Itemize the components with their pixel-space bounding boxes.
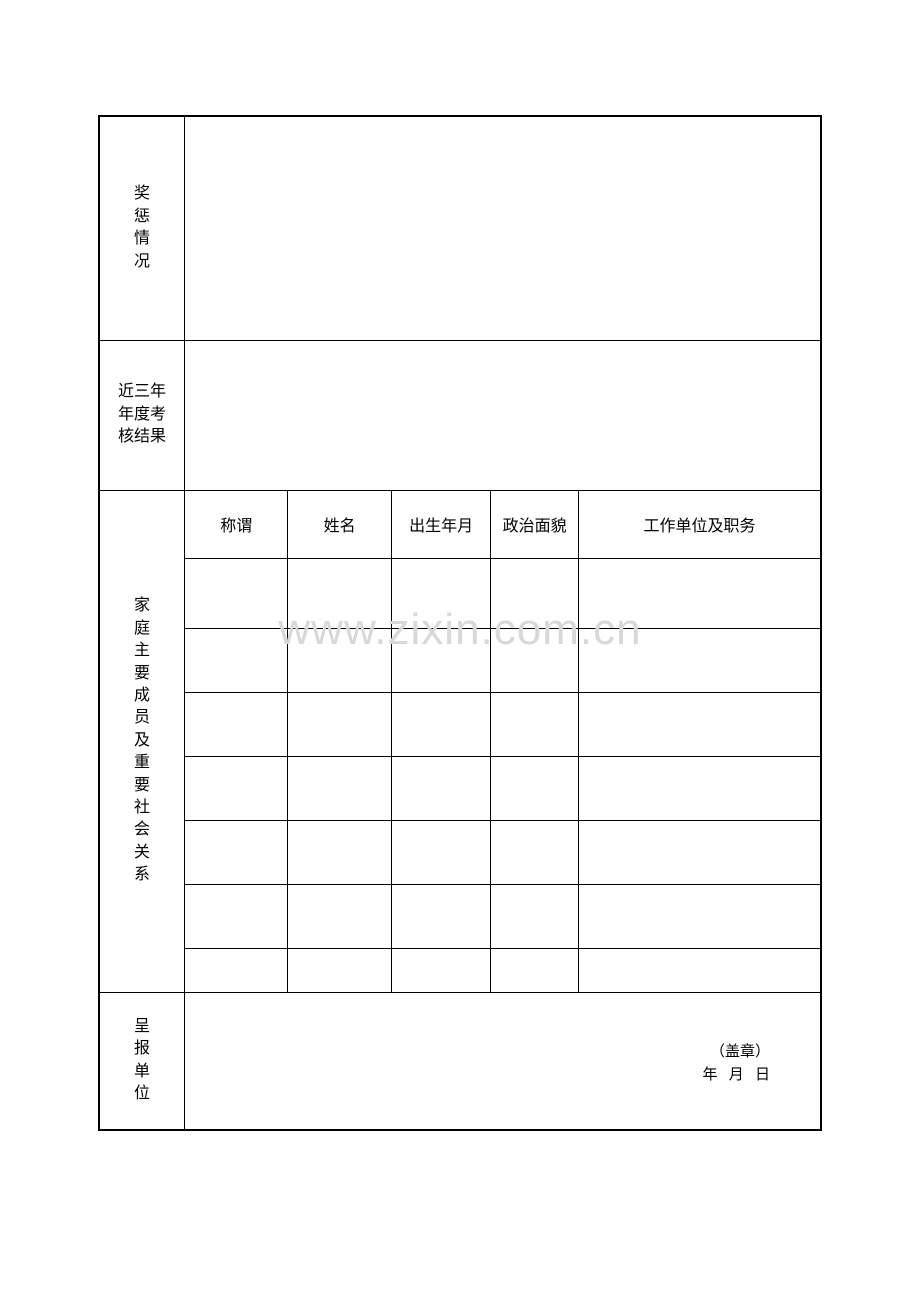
- family-label: 家 庭 主 要 成 员 及 重 要 社 会 关 系: [100, 595, 184, 886]
- cell-politics[interactable]: [491, 948, 579, 992]
- cell-politics[interactable]: [491, 884, 579, 948]
- cell-work[interactable]: [578, 692, 821, 756]
- reporting-inner: （盖章） 年 月 日: [185, 1041, 770, 1086]
- table-row: [99, 628, 821, 692]
- table-row: [99, 756, 821, 820]
- cell-politics[interactable]: [491, 756, 579, 820]
- rewards-label: 奖 惩 情 况: [100, 183, 184, 273]
- cell-politics[interactable]: [491, 692, 579, 756]
- cell-birth[interactable]: [391, 948, 490, 992]
- cell-name[interactable]: [288, 558, 391, 628]
- cell-relation[interactable]: [185, 820, 288, 884]
- cell-politics[interactable]: [491, 628, 579, 692]
- cell-politics[interactable]: [491, 558, 579, 628]
- header-politics: 政治面貌: [491, 490, 579, 558]
- table-row: [99, 558, 821, 628]
- cell-work[interactable]: [578, 884, 821, 948]
- seal-label: （盖章）: [185, 1041, 770, 1064]
- cell-politics[interactable]: [491, 820, 579, 884]
- cell-work[interactable]: [578, 756, 821, 820]
- reporting-content-cell[interactable]: （盖章） 年 月 日: [185, 992, 821, 1130]
- table-row: [99, 948, 821, 992]
- header-name: 姓名: [288, 490, 391, 558]
- cell-name[interactable]: [288, 692, 391, 756]
- cell-relation[interactable]: [185, 756, 288, 820]
- table-row: [99, 884, 821, 948]
- rewards-content-cell[interactable]: [185, 116, 821, 340]
- cell-work[interactable]: [578, 558, 821, 628]
- cell-work[interactable]: [578, 628, 821, 692]
- family-label-cell: 家 庭 主 要 成 员 及 重 要 社 会 关 系: [99, 490, 185, 992]
- review-label-cell: 近三年 年度考 核结果: [99, 340, 185, 490]
- cell-birth[interactable]: [391, 692, 490, 756]
- cell-birth[interactable]: [391, 884, 490, 948]
- form-table: 奖 惩 情 况 近三年 年度考 核结果 家: [98, 115, 822, 1131]
- cell-birth[interactable]: [391, 756, 490, 820]
- cell-relation[interactable]: [185, 628, 288, 692]
- cell-work[interactable]: [578, 948, 821, 992]
- cell-name[interactable]: [288, 628, 391, 692]
- cell-relation[interactable]: [185, 948, 288, 992]
- review-label: 近三年 年度考 核结果: [100, 381, 184, 448]
- cell-name[interactable]: [288, 948, 391, 992]
- table-row: 近三年 年度考 核结果: [99, 340, 821, 490]
- header-work: 工作单位及职务: [578, 490, 821, 558]
- reporting-label-cell: 呈 报 单 位: [99, 992, 185, 1130]
- cell-name[interactable]: [288, 820, 391, 884]
- cell-work[interactable]: [578, 820, 821, 884]
- cell-name[interactable]: [288, 884, 391, 948]
- table-row: 家 庭 主 要 成 员 及 重 要 社 会 关 系 称谓 姓名 出生年月 政治面: [99, 490, 821, 558]
- cell-name[interactable]: [288, 756, 391, 820]
- cell-relation[interactable]: [185, 692, 288, 756]
- review-content-cell[interactable]: [185, 340, 821, 490]
- table-row: 呈 报 单 位 （盖章） 年 月 日: [99, 992, 821, 1130]
- reporting-label: 呈 报 单 位: [100, 1016, 184, 1106]
- rewards-label-cell: 奖 惩 情 况: [99, 116, 185, 340]
- table-row: [99, 692, 821, 756]
- cell-birth[interactable]: [391, 628, 490, 692]
- cell-relation[interactable]: [185, 884, 288, 948]
- cell-birth[interactable]: [391, 820, 490, 884]
- header-birth: 出生年月: [391, 490, 490, 558]
- table-row: [99, 820, 821, 884]
- date-line: 年 月 日: [185, 1064, 770, 1087]
- cell-relation[interactable]: [185, 558, 288, 628]
- header-relation: 称谓: [185, 490, 288, 558]
- table-row: 奖 惩 情 况: [99, 116, 821, 340]
- cell-birth[interactable]: [391, 558, 490, 628]
- page-container: 奖 惩 情 况 近三年 年度考 核结果 家: [0, 0, 920, 1246]
